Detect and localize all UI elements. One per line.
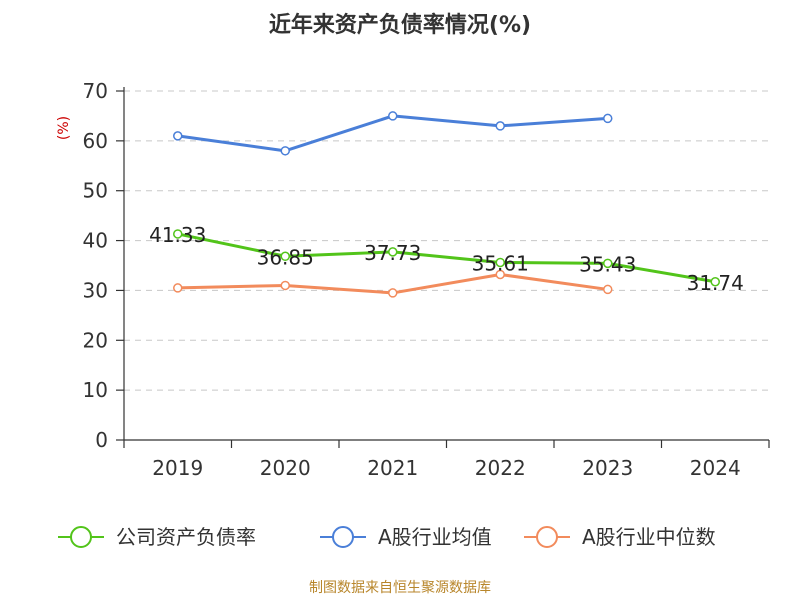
y-tick-label-30: 30 bbox=[83, 278, 108, 302]
data-point-s0-2019 bbox=[173, 229, 183, 239]
y-tick-label-20: 20 bbox=[83, 328, 108, 352]
y-tick-label-70: 70 bbox=[83, 79, 108, 103]
source-note: 制图数据来自恒生聚源数据库 bbox=[309, 580, 491, 596]
x-tick-label-2021: 2021 bbox=[367, 456, 418, 480]
data-point-s2-2023 bbox=[603, 284, 613, 295]
data-label-2023: 35.43 bbox=[579, 252, 636, 276]
data-point-s0-2021 bbox=[388, 247, 398, 257]
data-point-s1-2022 bbox=[495, 121, 505, 131]
y-tick-label-60: 60 bbox=[83, 129, 108, 153]
data-labels: 41.33 36.85 37.73 35.61 35.43 31.74 bbox=[149, 223, 744, 295]
x-tick-label-2020: 2020 bbox=[260, 456, 311, 480]
legend-swatch-marker-2 bbox=[536, 526, 558, 548]
y-tick-labels: 0 10 20 30 40 50 60 70 bbox=[83, 79, 108, 452]
data-label-2024: 31.74 bbox=[687, 271, 744, 295]
x-tick-label-2022: 2022 bbox=[475, 456, 526, 480]
data-label-2019: 41.33 bbox=[149, 223, 206, 247]
x-tick-label-2019: 2019 bbox=[152, 456, 203, 480]
data-point-s0-2020 bbox=[280, 251, 290, 262]
y-axis-unit: (%) bbox=[56, 116, 72, 140]
legend-item-2: A股行业中位数 bbox=[524, 525, 716, 549]
data-label-2021: 37.73 bbox=[364, 241, 421, 265]
legend-item-1: A股行业均值 bbox=[320, 525, 492, 549]
data-point-s2-2021 bbox=[388, 288, 398, 298]
data-point-s0-2022 bbox=[495, 257, 505, 268]
y-tick-label-50: 50 bbox=[83, 179, 108, 203]
data-point-s1-2021 bbox=[388, 111, 398, 121]
y-tick-label-0: 0 bbox=[95, 428, 108, 452]
y-tick-label-40: 40 bbox=[83, 229, 108, 253]
y-tick-label-10: 10 bbox=[83, 378, 108, 402]
data-point-s0-2024 bbox=[710, 277, 720, 287]
data-label-2022: 35.61 bbox=[472, 251, 529, 275]
data-label-2020: 36.85 bbox=[257, 245, 314, 269]
series-group bbox=[173, 111, 720, 298]
data-point-s2-2019 bbox=[173, 283, 183, 293]
data-point-s1-2020 bbox=[280, 146, 290, 156]
legend-label-1: A股行业均值 bbox=[378, 525, 492, 549]
data-point-s2-2022 bbox=[495, 269, 505, 280]
data-point-s0-2023 bbox=[603, 258, 613, 269]
axes bbox=[116, 87, 770, 448]
grid-lines bbox=[124, 90, 769, 391]
legend: 公司资产负债率 A股行业均值 A股行业中位数 bbox=[58, 525, 716, 549]
legend-swatch-marker-1 bbox=[332, 526, 354, 548]
series-line-0 bbox=[177, 232, 716, 284]
data-point-s1-2023 bbox=[603, 113, 613, 124]
legend-label-2: A股行业中位数 bbox=[582, 525, 716, 549]
x-tick-label-2024: 2024 bbox=[690, 456, 741, 480]
series-line-1 bbox=[177, 114, 608, 153]
data-point-s1-2019 bbox=[173, 131, 183, 141]
chart-title: 近年来资产负债率情况(%) bbox=[269, 12, 531, 38]
legend-label-0: 公司资产负债率 bbox=[116, 525, 256, 549]
data-point-s2-2020 bbox=[280, 280, 290, 291]
x-tick-label-2023: 2023 bbox=[582, 456, 633, 480]
legend-item-0: 公司资产负债率 bbox=[58, 525, 256, 549]
legend-swatch-marker-0 bbox=[70, 526, 92, 548]
x-tick-labels: 2019 2020 2021 2022 2023 2024 bbox=[152, 456, 740, 480]
